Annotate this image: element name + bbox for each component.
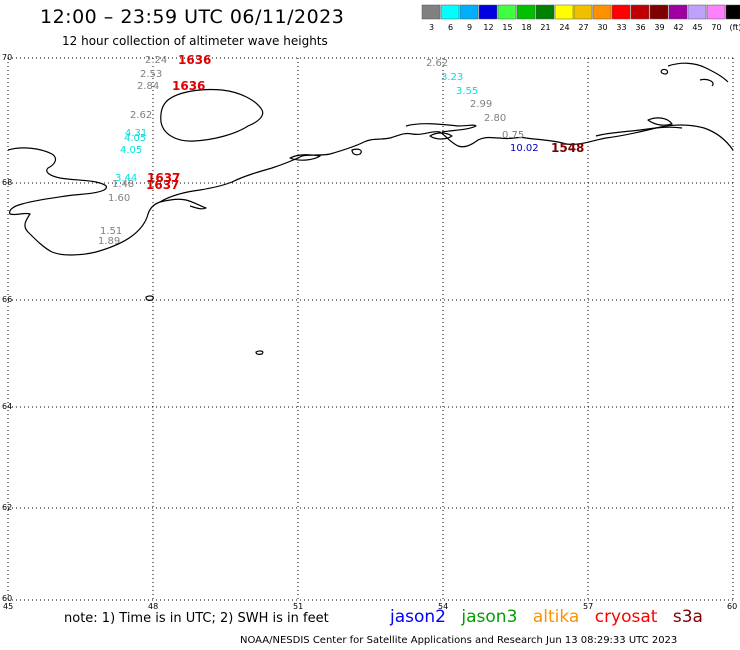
colorbar-swatch [725,4,740,20]
lon-label: 51 [293,602,303,611]
colorbar-swatch [421,4,441,20]
lat-label: 64 [2,402,12,411]
colorbar-label: 27 [578,23,588,32]
colorbar-swatch [459,4,479,20]
colorbar-swatch [630,4,650,20]
colorbar-label: 12 [483,23,493,32]
wave-height-label: 2.84 [137,81,159,92]
pass-time-label: 1637 [146,178,179,192]
satellite-jason3: jason3 [461,607,518,627]
satellite-altika: altika [532,607,580,627]
wave-height-label: 3.55 [456,86,478,97]
lat-label: 70 [2,53,12,62]
colorbar-label: 15 [502,23,512,32]
colorbar-label: 45 [692,23,702,32]
map-title: 12:00 – 23:59 UTC 06/11/2023 [40,6,345,28]
wave-height-label: 10.02 [510,143,539,154]
wave-height-label: 4.31 [125,128,147,139]
lon-label: 48 [148,602,158,611]
colorbar-swatch [573,4,593,20]
pass-time-label: 1636 [172,79,205,93]
lat-label: 60 [2,594,12,603]
wave-height-label: 1.48 [112,179,134,190]
colorbar-swatch [611,4,631,20]
colorbar-label: 18 [521,23,531,32]
note-text: note: 1) Time is in UTC; 2) SWH is in fe… [64,611,329,626]
coastline [7,62,734,355]
satellite-s3a: s3a [672,607,703,627]
colorbar-swatch [687,4,707,20]
colorbar-swatch [478,4,498,20]
latitude-labels: 70 68 66 64 62 60 [2,53,12,603]
colorbar-swatch [668,4,688,20]
pass-time-label: 1637 [147,171,180,185]
colorbar-label: 42 [673,23,683,32]
colorbar-label: 36 [635,23,645,32]
colorbar-swatch [554,4,574,20]
colorbar-swatch [649,4,669,20]
wave-height-label: 4.05 [120,145,142,156]
satellite-legend: jason2 jason3 altika cryosat s3a [390,607,713,627]
longitude-labels: 45 48 51 54 57 60 [3,602,737,611]
colorbar-label: 33 [616,23,626,32]
lat-lon-grid [7,57,734,601]
wave-height-label: 3.23 [441,72,463,83]
wave-height-label: 2.53 [140,69,162,80]
wave-height-label: 4.05 [124,133,146,144]
pass-time-label: 1636 [178,53,211,67]
colorbar-swatch [440,4,460,20]
colorbar-label: 24 [559,23,569,32]
wave-height-label: 2.99 [470,99,492,110]
colorbar-swatch [535,4,555,20]
wave-height-label: 1.51 [100,226,122,237]
lat-label: 68 [2,178,12,187]
satellite-jason2: jason2 [390,607,446,627]
wave-height-label: 1.60 [108,193,130,204]
wave-height-label: 2.24 [145,55,167,66]
lon-label: 54 [438,602,448,611]
wave-height-label: 1.89 [98,236,120,247]
wave-height-label: 2.80 [484,113,506,124]
lon-label: 45 [3,602,13,611]
wave-height-label: 2.62 [130,110,152,121]
colorbar-label: 21 [540,23,550,32]
wave-height-label: 3.44 [115,173,137,184]
lat-label: 62 [2,503,12,512]
observations: 2.24 2.53 2.84 2.62 4.31 4.05 4.05 3.44 … [98,55,539,247]
footer-credit: NOAA/NESDIS Center for Satellite Applica… [240,635,678,646]
lon-label: 60 [727,602,737,611]
lon-label: 57 [583,602,593,611]
colorbar-label: 70 [711,23,721,32]
colorbar-swatch [592,4,612,20]
map-subtitle: 12 hour collection of altimeter wave hei… [62,34,328,48]
colorbar-swatch [497,4,517,20]
pass-time-labels: 1636 1636 1637 1637 1548 [146,53,584,192]
colorbar-label: (ft) [729,23,740,32]
wave-height-label: 2.62 [426,58,448,69]
wave-height-label: 0.75 [502,130,524,141]
colorbar-swatch [516,4,536,20]
colorbar-label: 9 [467,23,472,32]
pass-time-label: 1548 [551,141,584,155]
satellite-cryosat: cryosat [594,607,658,627]
colorbar-label: 6 [448,23,453,32]
colorbar-swatch [706,4,726,20]
colorbar-label: 39 [654,23,664,32]
colorbar-label: 30 [597,23,607,32]
lat-label: 66 [2,295,12,304]
colorbar-label: 3 [429,23,434,32]
